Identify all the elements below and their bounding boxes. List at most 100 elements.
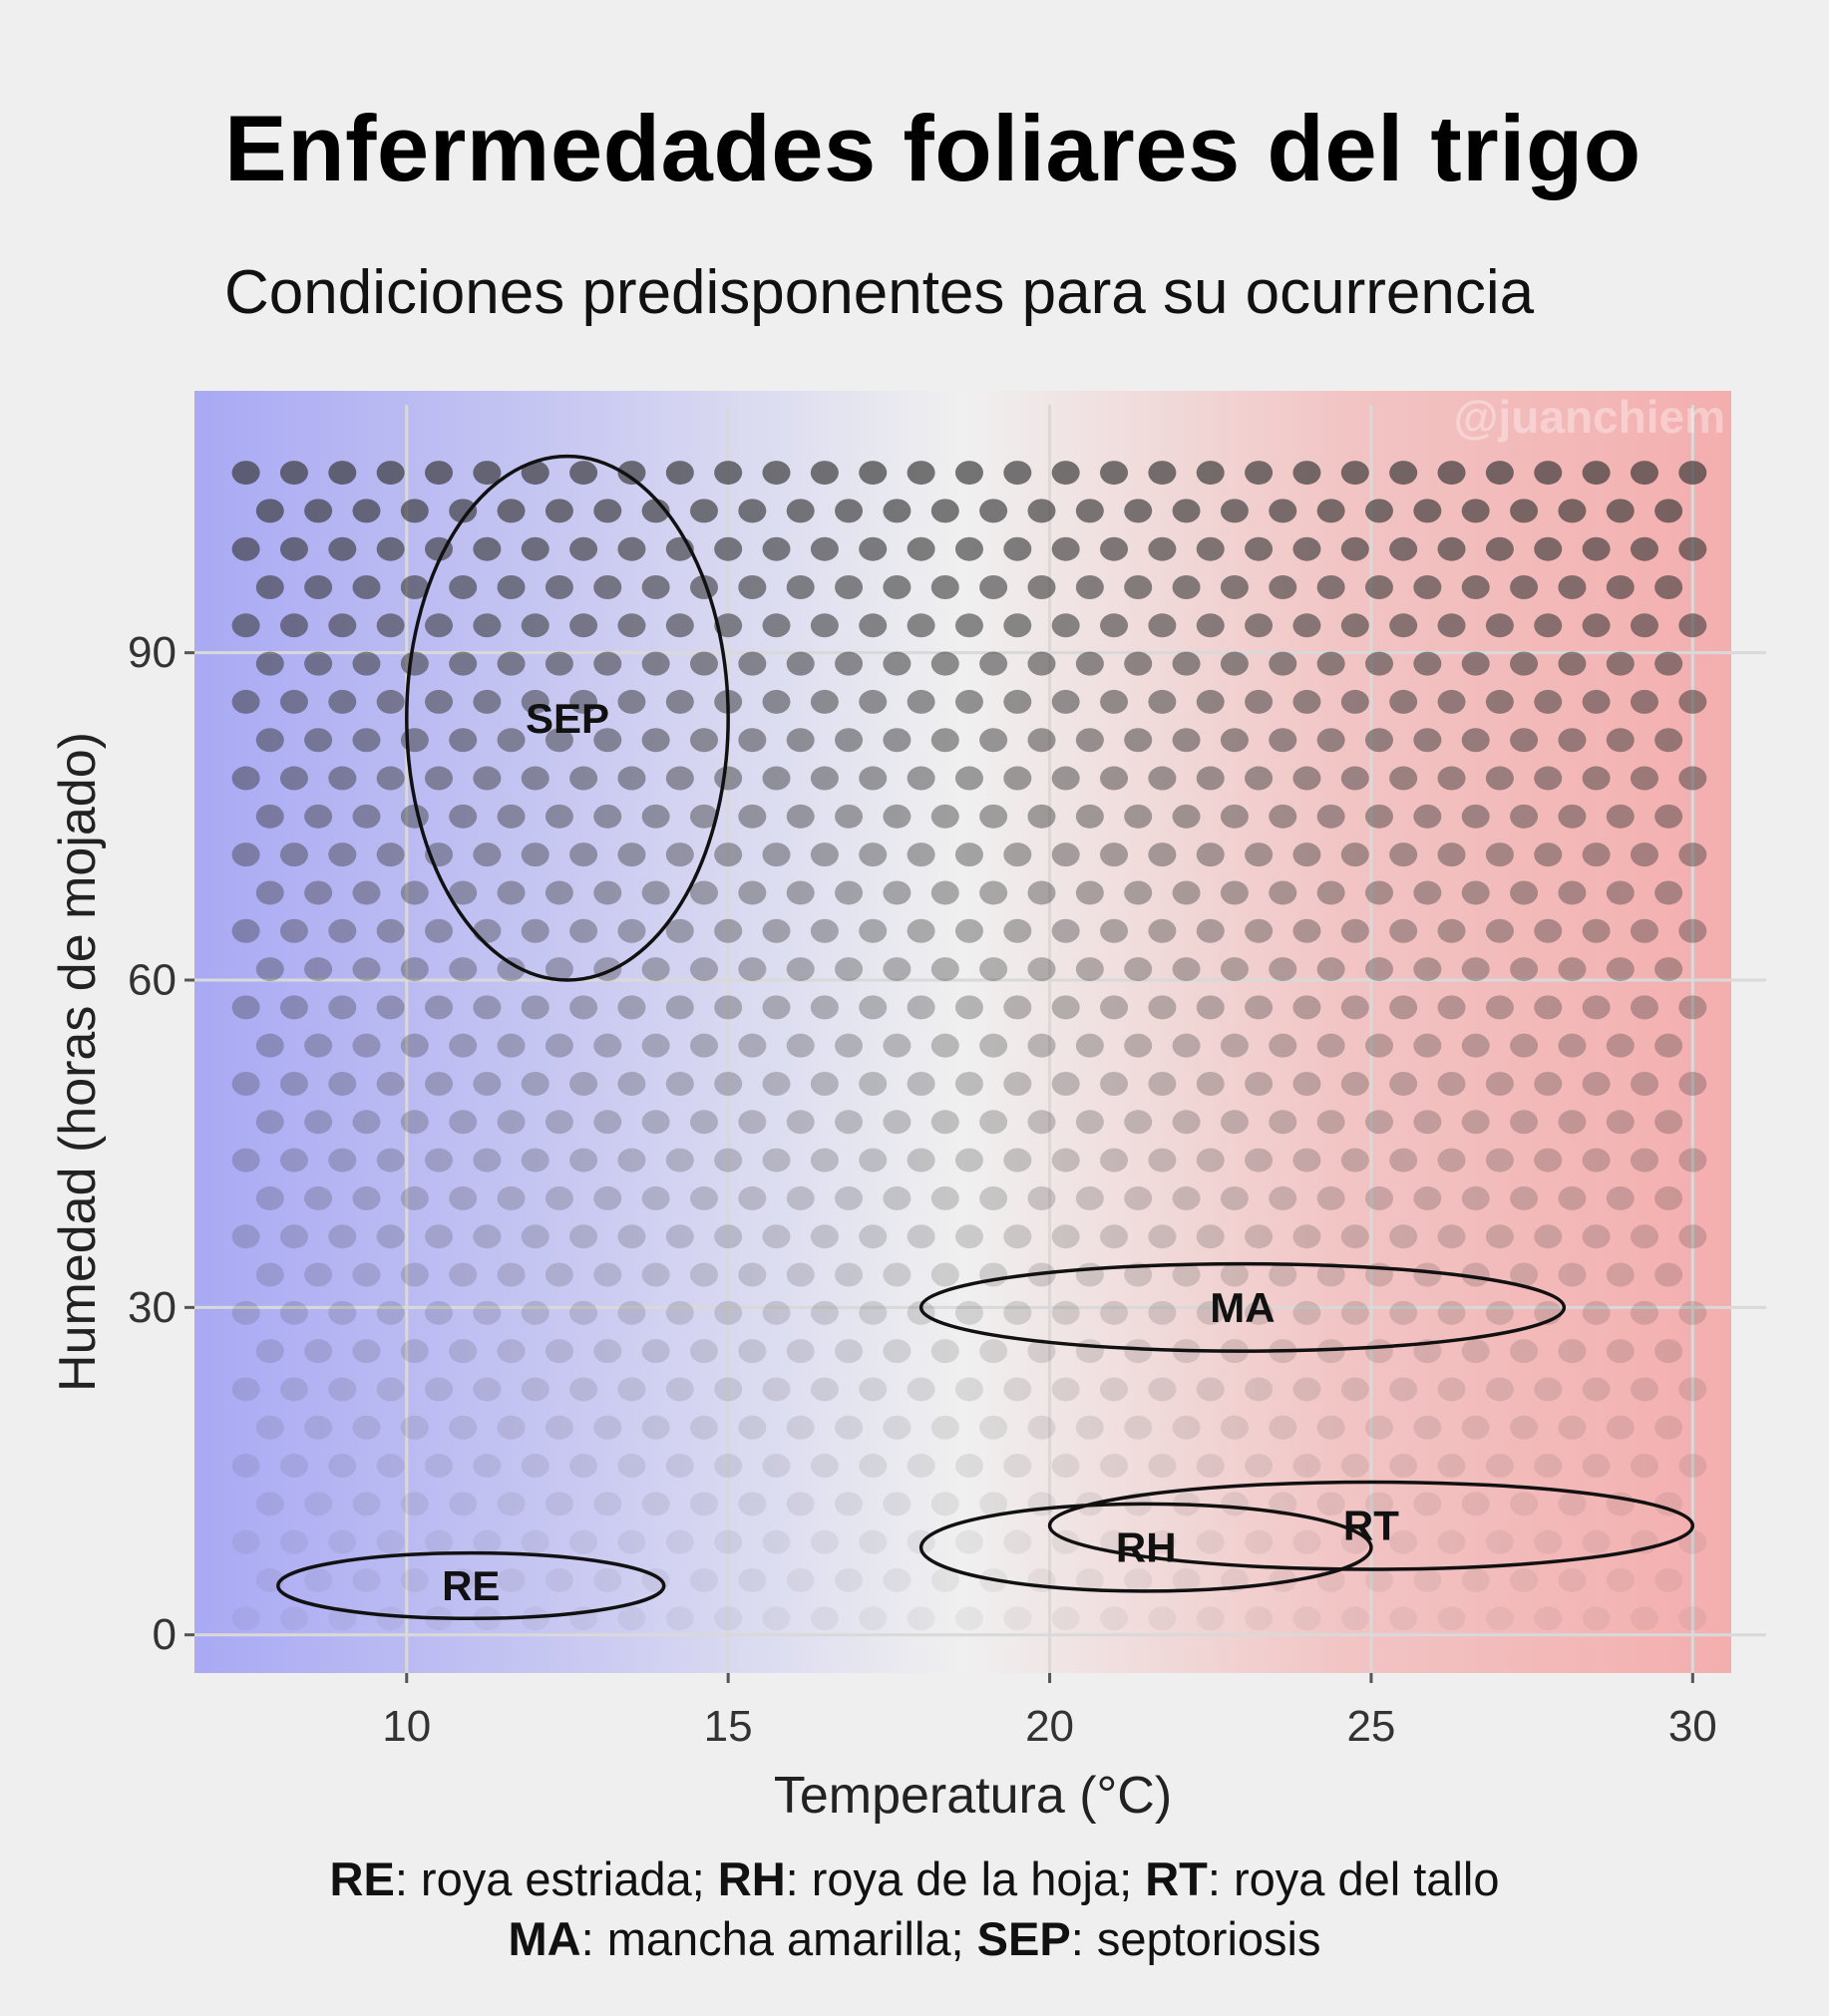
dot: [738, 1033, 767, 1058]
dot: [1100, 613, 1129, 638]
dot: [1100, 1606, 1129, 1631]
dot: [1269, 499, 1297, 523]
dot: [1075, 1185, 1104, 1210]
dot: [1292, 1071, 1321, 1096]
dot: [1389, 613, 1418, 638]
dot: [714, 1148, 743, 1173]
dot: [1437, 1606, 1466, 1631]
dot: [1075, 728, 1104, 753]
dot: [907, 1300, 935, 1325]
dot: [738, 880, 767, 905]
dot: [859, 689, 888, 714]
dot: [1510, 1185, 1539, 1210]
dot: [1437, 842, 1466, 867]
dot: [1630, 461, 1658, 486]
dot: [1220, 1492, 1249, 1516]
dot: [1485, 918, 1514, 943]
dot: [1148, 461, 1177, 486]
dot: [255, 1492, 284, 1516]
dot: [954, 536, 983, 561]
dot: [1461, 804, 1490, 829]
dot: [521, 613, 549, 638]
dot: [1003, 1148, 1032, 1173]
dot: [907, 766, 935, 791]
dot: [930, 1262, 959, 1287]
dot: [714, 1377, 743, 1402]
dot: [328, 995, 357, 1020]
dot: [328, 1377, 357, 1402]
dot: [1437, 918, 1466, 943]
dot: [835, 1185, 864, 1210]
dot: [304, 1492, 333, 1516]
dot: [930, 1033, 959, 1058]
dot: [497, 499, 526, 523]
dot: [328, 766, 357, 791]
dot: [1678, 842, 1707, 867]
dot: [1654, 1339, 1683, 1364]
dot: [762, 918, 791, 943]
dot: [1340, 1454, 1369, 1479]
dot: [1196, 995, 1225, 1020]
dot: [328, 1148, 357, 1173]
dot: [1220, 1262, 1249, 1287]
dot: [1269, 957, 1297, 982]
dot: [762, 842, 791, 867]
dot: [1485, 1148, 1514, 1173]
dot: [1269, 1415, 1297, 1440]
dot: [1606, 575, 1635, 600]
dot: [376, 1606, 405, 1631]
dot: [859, 1606, 888, 1631]
dot: [907, 689, 935, 714]
dot: [1389, 1224, 1418, 1249]
dot: [1124, 728, 1153, 753]
dot: [1364, 1185, 1393, 1210]
dot: [810, 613, 839, 638]
dot: [907, 842, 935, 867]
dot: [1245, 689, 1274, 714]
dot: [255, 804, 284, 829]
dot: [279, 995, 308, 1020]
dot: [617, 1529, 646, 1554]
dot: [1220, 957, 1249, 982]
dot: [1196, 536, 1225, 561]
dot: [762, 1071, 791, 1096]
dot: [1245, 1377, 1274, 1402]
dot: [1630, 1454, 1658, 1479]
dot: [786, 804, 815, 829]
dot: [738, 1492, 767, 1516]
dot: [593, 651, 622, 676]
dot: [979, 651, 1008, 676]
dot: [521, 995, 549, 1020]
dot: [835, 880, 864, 905]
dot: [954, 1377, 983, 1402]
dot: [1678, 1377, 1707, 1402]
dot: [497, 1110, 526, 1135]
dot: [1100, 766, 1129, 791]
dot: [762, 1300, 791, 1325]
dot: [1364, 651, 1393, 676]
dot: [497, 728, 526, 753]
dot: [1220, 1033, 1249, 1058]
dot: [304, 1185, 333, 1210]
dot: [1582, 1148, 1611, 1173]
dot: [1316, 728, 1345, 753]
dot: [617, 766, 646, 791]
dot: [1413, 1492, 1442, 1516]
dot: [1461, 1339, 1490, 1364]
dot: [1437, 613, 1466, 638]
dot: [1100, 536, 1129, 561]
dot: [859, 1529, 888, 1554]
dot: [1654, 957, 1683, 982]
dot: [1534, 766, 1563, 791]
dot: [883, 499, 912, 523]
dot: [1051, 689, 1080, 714]
dot: [545, 651, 573, 676]
dot: [352, 880, 381, 905]
dot: [1654, 1110, 1683, 1135]
dot: [1220, 880, 1249, 905]
dot: [304, 957, 333, 982]
dot: [352, 651, 381, 676]
dot: [1003, 1454, 1032, 1479]
dot: [617, 918, 646, 943]
dot: [545, 728, 573, 753]
